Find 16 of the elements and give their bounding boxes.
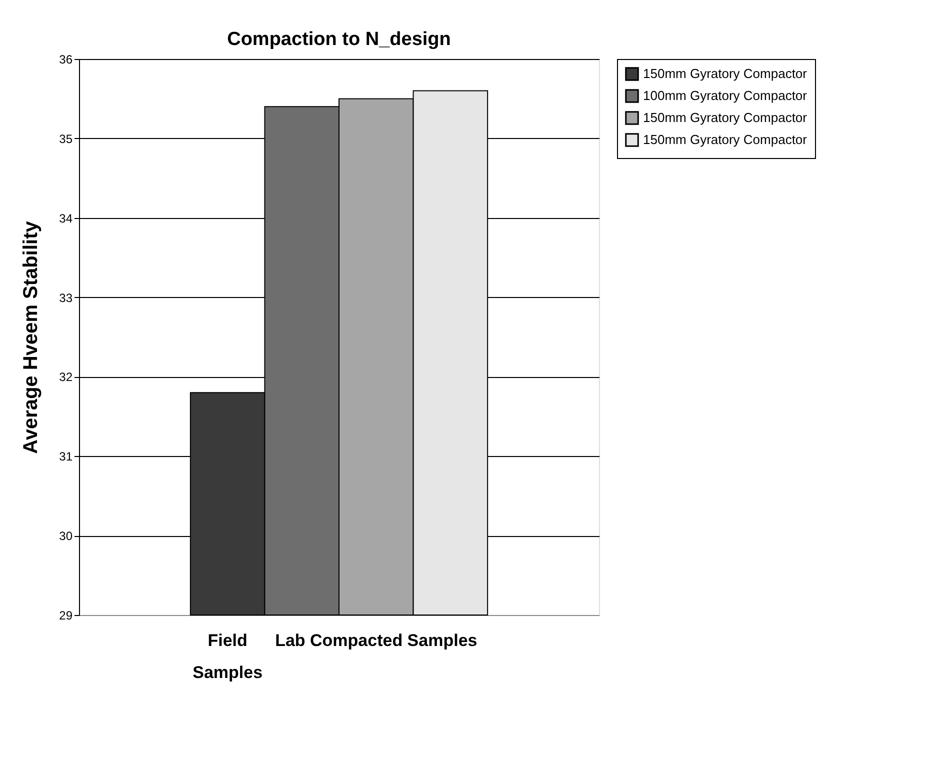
- y-tick-label: 36: [59, 52, 73, 66]
- legend-label: 150mm Gyratory Compactor: [643, 66, 808, 81]
- x-tick-label: Lab Compacted Samples: [275, 631, 478, 650]
- legend-label: 150mm Gyratory Compactor: [643, 110, 808, 125]
- legend-label: 100mm Gyratory Compactor: [643, 88, 808, 103]
- y-axis-title: Average Hveem Stability: [20, 220, 42, 454]
- legend-label: 150mm Gyratory Compactor: [643, 132, 808, 147]
- y-tick-label: 32: [59, 370, 73, 384]
- y-tick-label: 35: [59, 132, 73, 146]
- chart-title: Compaction to N_design: [227, 29, 451, 50]
- y-tick-label: 33: [59, 290, 73, 305]
- y-tick-label: 29: [59, 608, 73, 622]
- y-tick-label: 30: [59, 529, 73, 544]
- y-tick-label: 31: [59, 450, 73, 464]
- x-tick-label: Field Samples: [192, 631, 263, 682]
- y-tick-label: 34: [59, 211, 73, 226]
